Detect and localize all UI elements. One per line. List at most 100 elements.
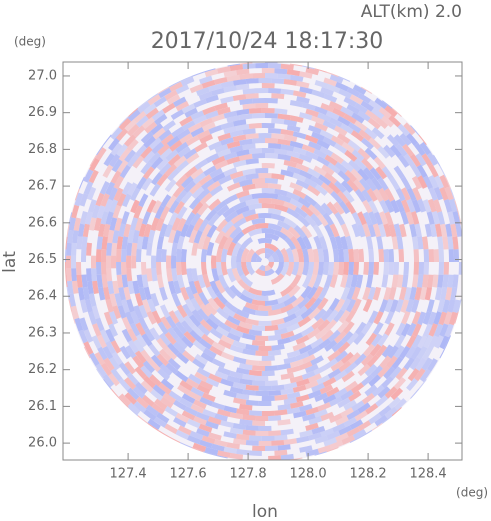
y-tick-label: 26.5 [28, 252, 57, 267]
echo-cell [362, 286, 371, 301]
echo-cell [384, 105, 398, 118]
echo-cell [289, 359, 304, 368]
echo-cell [180, 223, 190, 238]
echo-cell [166, 135, 180, 148]
echo-cell [209, 280, 220, 295]
echo-cell [286, 322, 301, 333]
echo-cell [283, 201, 297, 211]
echo-cell [236, 68, 250, 76]
echo-cell [127, 402, 141, 415]
echo-cell [332, 107, 346, 118]
echo-cell [130, 310, 140, 325]
echo-cell [406, 187, 417, 202]
echo-cell [292, 342, 307, 352]
echo-cell [198, 218, 210, 233]
echo-cell [119, 116, 129, 126]
echo-cell [252, 445, 265, 452]
echo-cell [121, 299, 130, 313]
echo-cell [271, 173, 285, 181]
echo-cell [310, 175, 324, 187]
echo-cell [167, 153, 181, 167]
echo-cell [198, 423, 213, 433]
echo-cell [147, 229, 156, 244]
echo-cell [277, 419, 291, 426]
echo-cell [211, 268, 220, 282]
echo-cell [360, 430, 373, 438]
echo-cell [215, 325, 230, 337]
echo-cell [201, 435, 216, 444]
echo-cell [162, 120, 176, 132]
echo-cell [354, 410, 368, 422]
echo-cell [94, 352, 106, 366]
echo-cell [185, 286, 195, 301]
echo-cell [101, 274, 108, 288]
echo-cell [400, 211, 409, 225]
echo-cell [422, 236, 429, 250]
echo-cell [211, 358, 226, 369]
echo-cell [189, 181, 202, 195]
echo-cell [287, 226, 301, 240]
echo-cell [105, 340, 116, 355]
echo-cell [248, 369, 262, 376]
echo-cell [68, 217, 76, 231]
echo-cell [102, 374, 115, 388]
echo-cell [271, 440, 285, 446]
echo-cell [401, 274, 409, 288]
echo-cell [353, 262, 360, 276]
echo-cell [126, 255, 132, 269]
echo-cell [160, 194, 172, 208]
echo-cell [426, 299, 435, 313]
echo-cell [208, 198, 221, 211]
echo-cell [306, 286, 318, 300]
echo-cell [343, 417, 357, 428]
echo-cell [255, 430, 269, 437]
echo-cell [151, 403, 165, 415]
echo-cell [293, 225, 307, 239]
echo-cell [440, 223, 448, 238]
echo-cell [191, 268, 199, 282]
echo-cell [85, 211, 93, 225]
echo-cell [323, 437, 337, 447]
echo-cell [292, 384, 307, 393]
echo-cell [159, 286, 168, 301]
echo-cell [255, 168, 269, 174]
echo-cell [175, 189, 188, 203]
echo-cell [197, 187, 211, 201]
echo-cell [123, 223, 131, 238]
echo-cell [422, 199, 432, 213]
echo-cell [300, 307, 314, 320]
echo-cell [103, 134, 112, 145]
echo-cell [134, 366, 147, 380]
echo-cell [404, 287, 412, 301]
echo-cell [329, 100, 343, 111]
echo-cell [191, 447, 204, 453]
echo-cell [205, 302, 218, 316]
echo-cell [110, 170, 122, 184]
echo-cell [117, 159, 129, 173]
echo-cell [241, 183, 256, 192]
echo-cell [308, 307, 321, 320]
echo-cell [261, 82, 275, 89]
echo-cell [146, 310, 157, 325]
echo-cell [220, 96, 234, 104]
echo-cell [164, 223, 173, 238]
echo-cell [337, 248, 345, 262]
echo-cell [393, 134, 406, 147]
echo-cell [299, 403, 313, 412]
echo-cell [337, 320, 350, 334]
echo-cell [199, 117, 214, 128]
echo-cell [181, 393, 196, 404]
echo-cell [127, 280, 135, 295]
x-axis-label: lon [252, 502, 278, 521]
echo-cell [261, 67, 275, 74]
echo-cell [205, 153, 220, 164]
echo-cell [283, 119, 297, 127]
x-unit: (deg) [456, 486, 488, 500]
echo-cell [176, 262, 182, 276]
echo-cell [194, 371, 208, 383]
echo-cell [165, 362, 179, 375]
echo-cell [261, 289, 276, 296]
echo-cell [102, 346, 114, 360]
echo-cell [252, 461, 265, 462]
echo-cell [214, 230, 226, 244]
